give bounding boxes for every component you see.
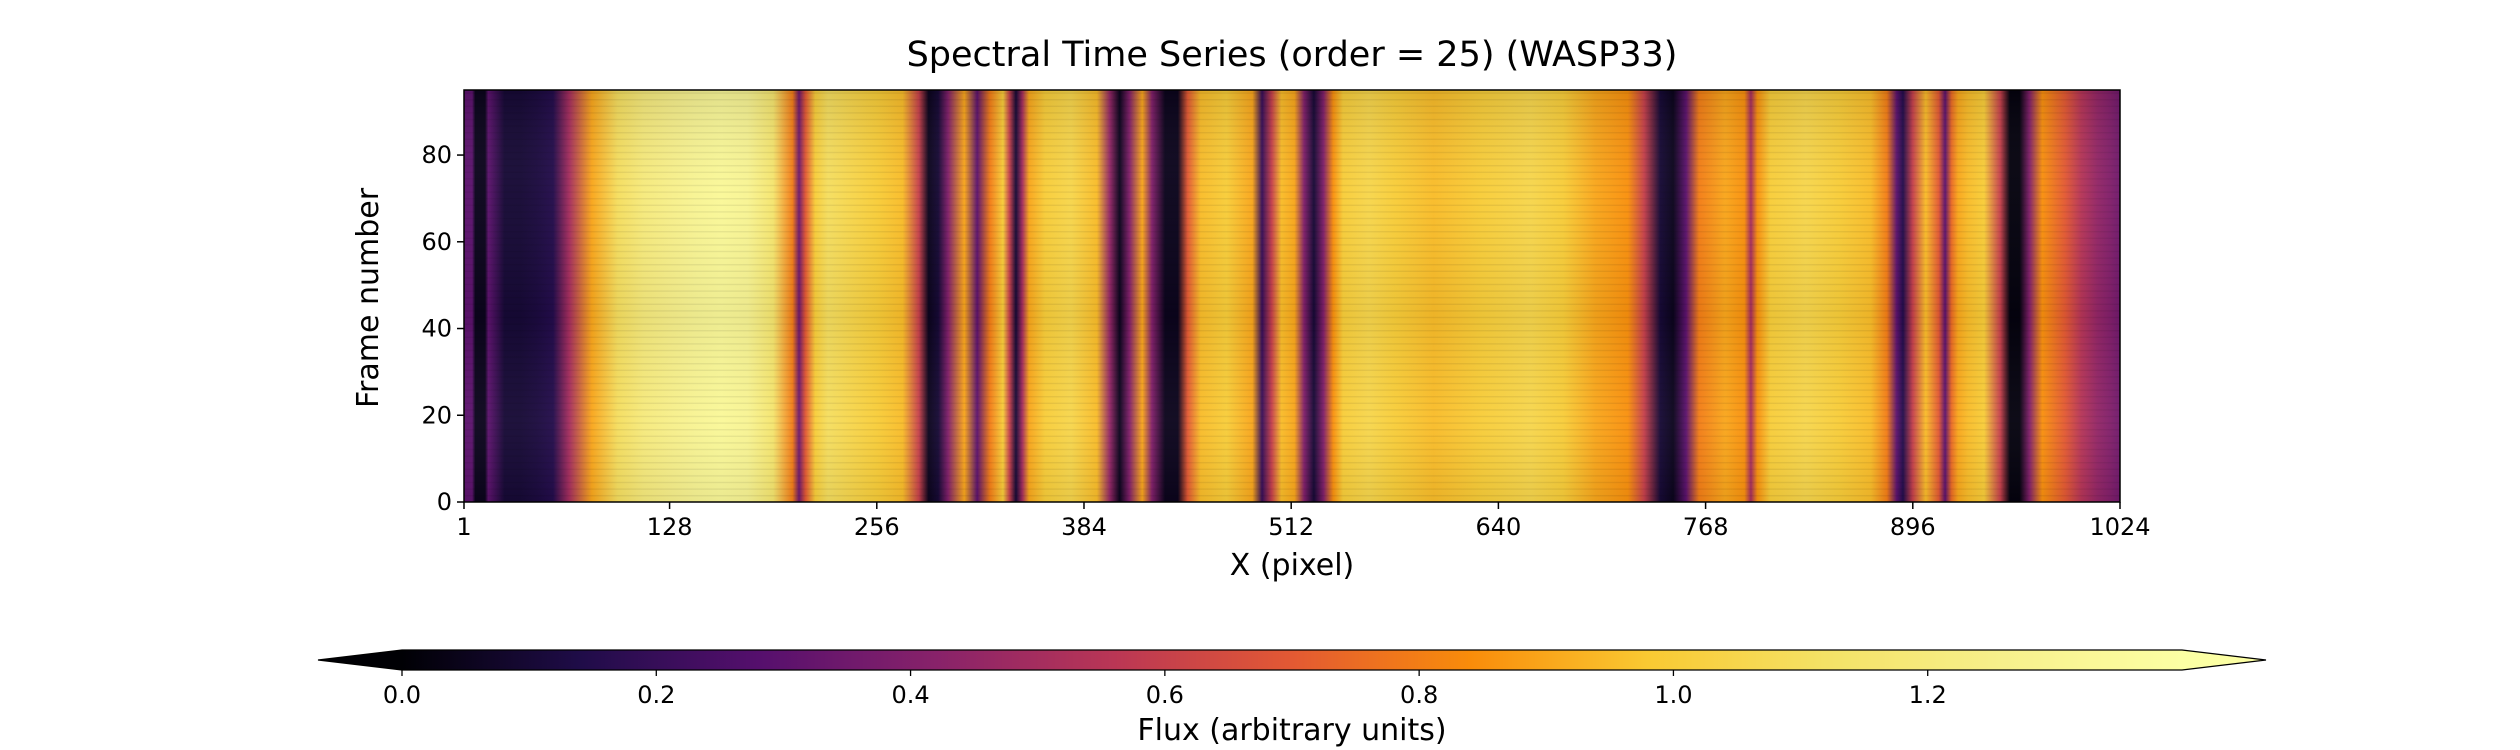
plot-frame bbox=[463, 89, 2121, 503]
colorbar-tick-label: 0.2 bbox=[637, 681, 675, 709]
colorbar-extend-high bbox=[2182, 650, 2266, 670]
colorbar-tick-label: 0.0 bbox=[383, 681, 421, 709]
y-axis: 0 20 40 60 80 bbox=[421, 141, 464, 516]
x-axis: 1 128 256 384 512 640 768 896 1024 bbox=[456, 502, 2151, 541]
colorbar-tick-label: 1.2 bbox=[1909, 681, 1947, 709]
colorbar-tick-label: 1.0 bbox=[1654, 681, 1692, 709]
x-tick-label: 128 bbox=[647, 513, 693, 541]
heatmap-plot-area bbox=[463, 89, 2121, 503]
colorbar-tick-label: 0.6 bbox=[1146, 681, 1184, 709]
x-tick-label: 256 bbox=[854, 513, 900, 541]
y-tick-label: 40 bbox=[421, 315, 452, 343]
chart-title: Spectral Time Series (order = 25) (WASP3… bbox=[907, 35, 1678, 75]
y-axis-label: Frame number bbox=[351, 187, 386, 408]
colorbar-extend-low bbox=[318, 650, 402, 670]
x-tick-label: 1 bbox=[456, 513, 471, 541]
colorbar-tick-label: 0.4 bbox=[891, 681, 929, 709]
x-tick-label: 1024 bbox=[2089, 513, 2150, 541]
y-tick-label: 60 bbox=[421, 228, 452, 256]
frame-row-shading bbox=[464, 90, 2120, 502]
x-tick-label: 384 bbox=[1061, 513, 1107, 541]
colorbar-label: Flux (arbitrary units) bbox=[1137, 713, 1446, 748]
x-axis-label: X (pixel) bbox=[1230, 548, 1355, 583]
y-tick-label: 20 bbox=[421, 401, 452, 429]
y-tick-label: 0 bbox=[437, 488, 452, 516]
y-tick-label: 80 bbox=[421, 141, 452, 169]
colorbar-tick-label: 0.8 bbox=[1400, 681, 1438, 709]
colorbar-ticks: 0.0 0.2 0.4 0.6 0.8 1.0 1.2 bbox=[383, 670, 1947, 709]
x-tick-label: 896 bbox=[1890, 513, 1936, 541]
x-tick-label: 640 bbox=[1475, 513, 1521, 541]
colorbar bbox=[317, 649, 2267, 671]
x-tick-label: 512 bbox=[1268, 513, 1314, 541]
x-tick-label: 768 bbox=[1683, 513, 1729, 541]
colorbar-gradient bbox=[402, 650, 2182, 670]
